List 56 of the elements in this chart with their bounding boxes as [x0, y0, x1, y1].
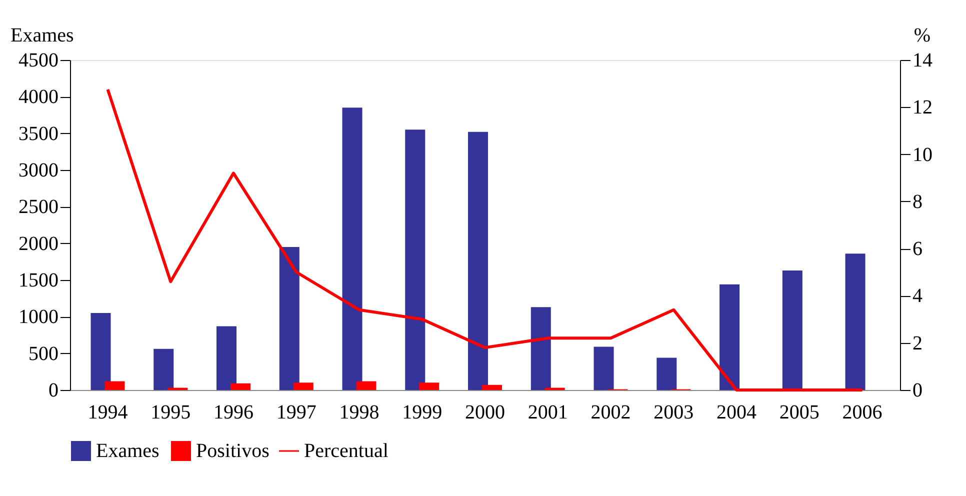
y-tick-label: 3500	[18, 122, 58, 145]
bar	[482, 384, 502, 390]
y-tick-label: 1000	[18, 306, 58, 328]
y2-tick-label: 8	[912, 190, 922, 213]
x-tick-label: 2001	[528, 402, 568, 424]
legend-label: Exames	[96, 440, 160, 462]
y2-tick-label: 14	[912, 50, 932, 72]
legend-label: Percentual	[304, 440, 389, 462]
bar	[230, 383, 250, 390]
x-tick-label: 1994	[88, 402, 128, 424]
x-tick-label: 2002	[590, 402, 631, 424]
bar	[293, 382, 314, 390]
y-tick-label: 2500	[18, 196, 58, 218]
y-tick-label: 0	[48, 380, 58, 402]
bar	[720, 284, 740, 390]
bar	[845, 254, 866, 390]
y-tick-label: 4000	[18, 86, 58, 108]
bar	[342, 108, 362, 390]
x-tick-label: 1995	[150, 402, 191, 424]
y2-tick-label: 4	[912, 285, 922, 308]
bar	[656, 358, 677, 390]
y2-axis-title: %	[914, 24, 930, 46]
y2-tick-label: 10	[912, 144, 932, 166]
bar	[530, 307, 551, 390]
x-tick-label: 2005	[779, 402, 820, 424]
bar	[154, 348, 174, 390]
y2-tick-label: 0	[912, 380, 922, 402]
bar	[468, 132, 488, 390]
y2-tick-label: 12	[912, 96, 932, 119]
x-tick-label: 1996	[213, 402, 254, 424]
x-tick-label: 1998	[339, 402, 380, 424]
bar	[104, 381, 125, 390]
legend-label: Positivos	[196, 440, 270, 462]
y-axis-title: Exames	[10, 24, 74, 46]
x-tick-label: 2000	[465, 402, 505, 424]
bar	[594, 346, 614, 390]
y2-tick-label: 6	[912, 238, 922, 260]
bar	[356, 381, 376, 390]
x-tick-label: 2003	[654, 402, 694, 424]
y2-tick-label: 2	[912, 332, 922, 354]
x-tick-label: 1999	[402, 402, 442, 424]
y-tick-label: 4500	[18, 50, 58, 72]
bar	[405, 130, 426, 390]
bar	[782, 270, 802, 390]
bar	[90, 313, 111, 390]
y-tick-label: 500	[28, 342, 58, 365]
y-tick-label: 2000	[18, 232, 58, 255]
bar	[419, 382, 440, 390]
x-tick-label: 2006	[842, 402, 882, 424]
x-tick-label: 2004	[716, 402, 757, 424]
x-tick-label: 1997	[276, 402, 316, 424]
line-series	[106, 88, 864, 392]
bar	[216, 326, 236, 390]
y-tick-label: 3000	[18, 160, 58, 182]
y-tick-label: 1500	[18, 270, 58, 292]
bar	[279, 247, 300, 390]
